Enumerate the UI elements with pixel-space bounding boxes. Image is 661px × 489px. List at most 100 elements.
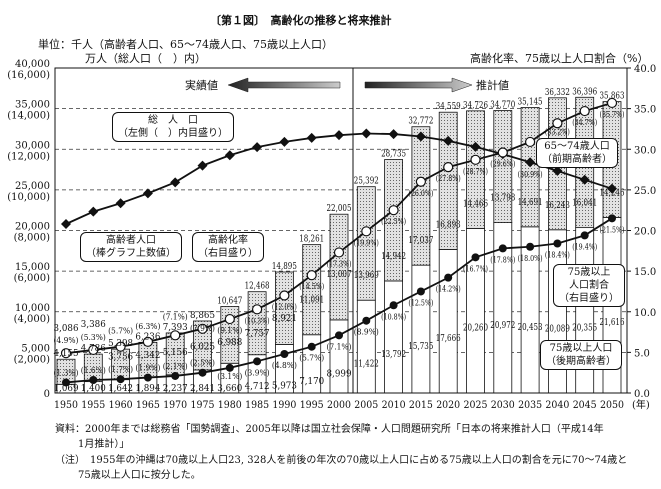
- label-elderly-total: 6,236: [135, 332, 160, 342]
- label-75-plus: 20,260: [463, 324, 488, 334]
- x-tick-label: 2045: [573, 400, 597, 411]
- marker-aging-rate: [470, 154, 481, 165]
- label-aging-rate: (30.9%): [518, 169, 543, 180]
- bar-65-74: [329, 213, 349, 321]
- left-tick-label-population: (16,000): [7, 70, 50, 81]
- right-tick-label: 25.0: [634, 186, 656, 197]
- marker-total-population: [170, 177, 181, 188]
- label-elderly-total: 32,772: [408, 117, 433, 127]
- label-elderly-total: 34,559: [436, 102, 461, 112]
- label-aging-rate: (35.7%): [600, 109, 625, 120]
- label-aging-rate: (26.0%): [408, 188, 433, 199]
- bar-65-74: [438, 111, 458, 250]
- label-aging-rate: (34.7%): [572, 117, 597, 128]
- right-tick-label: 30.0: [634, 145, 656, 156]
- label-75-ratio: (7.1%): [327, 341, 352, 352]
- label-75-ratio: (18.4%): [545, 250, 570, 261]
- right-tick-label: 5.0: [634, 348, 650, 359]
- label-75-plus: 21,616: [600, 318, 625, 328]
- marker-aging-rate: [115, 341, 126, 352]
- label-elderly-total: 36,332: [545, 88, 570, 98]
- marker-75-ratio: [471, 253, 480, 262]
- right-tick-label: 40.0: [634, 64, 656, 75]
- label-75-ratio: (1.6%): [81, 365, 106, 376]
- callout-text: （左側（ ）内目盛り）: [118, 128, 228, 139]
- label-elderly-total: 18,261: [299, 235, 324, 245]
- label-75-plus: 20,355: [572, 323, 597, 333]
- right-tick-label: 10.0: [634, 308, 656, 319]
- source-note: 資料：2000年までは総務省「国勢調査」、2005年以降は国立社会保障・人口問題…: [55, 424, 604, 435]
- callout-total-population: 総 人 口 （左側（ ）内目盛り）: [112, 112, 234, 142]
- marker-total-population: [88, 206, 99, 217]
- label-75-ratio: (18.0%): [518, 253, 543, 264]
- label-aging-rate: (29.6%): [490, 159, 515, 170]
- callout-text: （前期高齢者）: [542, 154, 612, 165]
- label-65-74: 16,243: [545, 201, 570, 211]
- x-tick-label: 2035: [518, 400, 542, 411]
- label-elderly-total: 35,863: [600, 92, 625, 102]
- x-tick-label: 2040: [545, 400, 569, 411]
- x-axis-unit: (年): [632, 398, 650, 411]
- unit-label-line1: 単位：千人（高齢者人口、65～74歳人口、75歳以上人口）: [38, 38, 333, 51]
- marker-75-ratio: [444, 273, 453, 282]
- label-65-74: 8,921: [272, 314, 297, 324]
- label-65-74: 4,342: [135, 351, 160, 361]
- marker-total-population: [142, 188, 153, 199]
- marker-total-population: [115, 198, 126, 209]
- marker-aging-rate: [306, 270, 317, 281]
- marker-75-ratio: [62, 378, 70, 387]
- bar-75-plus: [411, 264, 431, 394]
- bar-65-74: [411, 126, 431, 266]
- marker-aging-rate: [388, 205, 399, 216]
- label-75-plus: 3,660: [217, 384, 242, 394]
- label-elderly-total: 7,393: [163, 323, 188, 333]
- actual-label: 実績値: [185, 78, 218, 92]
- marker-aging-rate: [333, 247, 345, 258]
- label-aging-rate: (7.9%): [190, 323, 215, 334]
- marker-total-population: [252, 142, 263, 153]
- marker-total-population: [306, 132, 317, 143]
- label-75-plus: 20,453: [518, 323, 543, 333]
- marker-aging-rate: [170, 330, 181, 341]
- label-75-plus: 11,422: [354, 360, 379, 370]
- label-aging-rate: (19.9%): [354, 237, 379, 248]
- label-75-ratio: (16.7%): [463, 263, 488, 274]
- chart-title: 〔第１図〕 高齢化の推移と将来推計: [210, 14, 392, 27]
- marker-aging-rate: [443, 162, 454, 173]
- marker-aging-rate: [606, 97, 618, 109]
- label-75-plus: 1,069: [54, 384, 79, 394]
- label-75-plus: 20,089: [545, 324, 570, 334]
- label-75-plus: 5,973: [272, 382, 297, 392]
- left-tick-label-population: (6,000): [14, 273, 51, 284]
- marker-75-ratio: [307, 342, 316, 351]
- label-65-74: 6,025: [190, 342, 215, 352]
- x-tick-label: 1985: [245, 400, 269, 411]
- callout-text: 65～74歳人口: [544, 141, 610, 152]
- label-65-74: 6,988: [217, 338, 242, 348]
- marker-total-population: [579, 174, 590, 185]
- label-75-ratio: (1.9%): [135, 363, 160, 374]
- left-tick-label: 10,000: [15, 303, 50, 314]
- x-tick-label: 2030: [491, 400, 515, 411]
- label-elderly-total: 35,145: [518, 97, 543, 107]
- label-aging-rate: (14.5%): [299, 281, 324, 292]
- label-75-ratio: (3.9%): [245, 367, 270, 378]
- marker-75-ratio: [198, 368, 207, 377]
- callout-text: 高齢者人口: [106, 235, 156, 246]
- bar-65-74: [302, 244, 322, 336]
- label-65-74: 5,156: [163, 348, 188, 358]
- label-65-74: 13,798: [490, 194, 515, 204]
- label-elderly-total: 8,865: [190, 311, 215, 321]
- label-75-ratio: (14.2%): [436, 284, 461, 295]
- marker-aging-rate: [279, 290, 290, 301]
- left-tick-label-population: (12,000): [7, 151, 50, 162]
- label-65-74: 16,041: [572, 199, 597, 209]
- callout-text: 高齢化率: [208, 235, 248, 246]
- marker-75-ratio: [335, 331, 343, 340]
- label-75-plus: 13,792: [381, 350, 406, 360]
- label-75-plus: 17,666: [436, 334, 461, 344]
- x-tick-label: 2000: [327, 400, 351, 411]
- marker-75-ratio: [526, 242, 535, 251]
- marker-aging-rate: [361, 226, 372, 237]
